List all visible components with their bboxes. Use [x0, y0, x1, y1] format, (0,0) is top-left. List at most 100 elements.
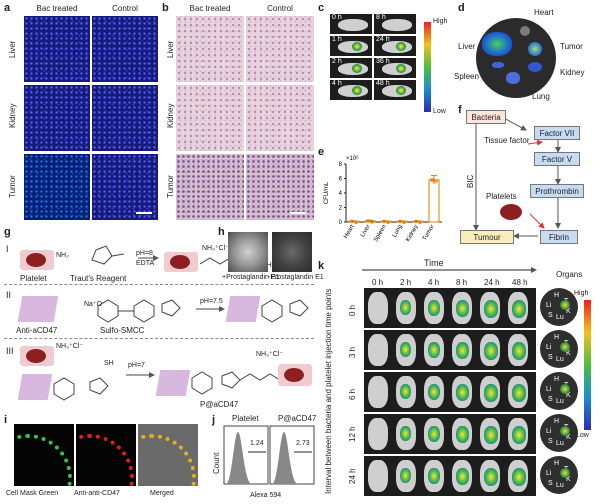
signal-spot — [400, 384, 411, 399]
na-label: Na⁺O⁻ — [84, 301, 106, 308]
flow-ylabel: Count — [212, 452, 221, 474]
signal-spot — [352, 42, 362, 51]
node-bacteria: Bacteria — [466, 110, 506, 124]
tumor-signal — [560, 468, 570, 478]
y-tick-label: 0 — [339, 220, 343, 226]
organ-letter: H — [554, 460, 560, 467]
ivis-mouse-image: 1 h — [330, 36, 372, 56]
organ-dish: HTLiKSLu — [540, 288, 578, 326]
platelet-icon — [500, 204, 522, 220]
smcc-structure — [97, 299, 181, 323]
flow-title-pacd47: P@aCD47 — [278, 414, 317, 423]
cfu-bar-chart: 0 2 4 6 8×10⁶ CFU/mL Heart Liver Spleen Lung Kidne… — [324, 155, 442, 243]
panel-a-row-kidney: Kidney — [8, 103, 17, 128]
organ-letter: K — [566, 308, 571, 315]
caption-green: Cell Mask Green — [6, 490, 59, 497]
fluorescence-image-kidney-bac — [24, 85, 90, 151]
panel-label-c: c — [318, 2, 325, 14]
caption-minus: -Prostaglandin E1 — [268, 274, 324, 281]
ivis-mouse-image: 48 h — [374, 80, 416, 100]
x-tick-label: Kidney — [405, 224, 419, 243]
he-image-tumor-control — [246, 154, 314, 220]
mouse-body — [382, 19, 412, 31]
label-liver: Liver — [458, 42, 476, 51]
flow-value-platelet: 1.24 — [250, 440, 264, 447]
fluorescence-image-tumor-bac — [24, 154, 90, 220]
tumor-signal — [560, 384, 570, 394]
organ-letter: Li — [546, 386, 552, 393]
mouse-body — [368, 460, 388, 492]
k-row-label: 6 h — [348, 388, 357, 400]
nh3cl-iii: NH₃⁺Cl⁻ — [56, 343, 83, 350]
ph-7: pH=7 — [128, 362, 145, 369]
antibody-block-conjugated — [155, 370, 191, 396]
antibody-block — [17, 374, 53, 400]
x-tick-label: Heart — [343, 224, 356, 240]
time-arrow — [362, 267, 537, 273]
k-column-label: 48 h — [512, 278, 528, 287]
signal-spot — [352, 86, 362, 95]
panel-label-f: f — [458, 104, 462, 116]
signal-spot — [484, 468, 498, 486]
mouse-body — [368, 334, 388, 366]
panel-b-col1: Bac treated — [189, 4, 231, 13]
k-mouse-row — [364, 456, 536, 496]
edta: EDTA — [136, 260, 155, 267]
x-tick-label: Spleen — [373, 224, 388, 243]
organ-letter: H — [554, 334, 560, 341]
time-label: 0 h — [332, 14, 342, 21]
organ-letter: H — [554, 418, 560, 425]
node-factor-v: Factor V — [534, 152, 580, 166]
organ-kidney — [528, 62, 542, 72]
x-tick-label: Liver — [360, 224, 372, 238]
panel-b-col2: Control — [267, 4, 293, 13]
data-point — [354, 220, 358, 224]
signal-spot — [512, 468, 526, 486]
signal-spot — [512, 426, 526, 444]
node-bic: BIC — [466, 174, 475, 188]
organ-letter: Lu — [556, 314, 564, 321]
signal-spot — [400, 426, 411, 441]
data-point — [350, 219, 354, 223]
signal-spot — [396, 86, 406, 95]
maleimide-structure — [261, 299, 309, 323]
organ-dish: HTLiKSLu — [540, 456, 578, 494]
data-point — [382, 219, 386, 223]
x-tick-label: Tumor — [422, 224, 436, 242]
ivis-mouse-image: 36 h — [374, 58, 416, 78]
organ-letter: K — [566, 350, 571, 357]
ivis-mouse-image: 2 h — [330, 58, 372, 78]
organ-letter: Li — [546, 470, 552, 477]
data-point — [398, 219, 402, 223]
organ-letter: Li — [546, 428, 552, 435]
colorbar-k-high: High — [574, 290, 589, 297]
label-lung: Lung — [532, 92, 550, 101]
panel-b-row-liver: Liver — [166, 40, 175, 58]
panel-label-d: d — [458, 2, 465, 14]
signal-spot — [512, 300, 526, 318]
node-prothrombin: Prothrombin — [530, 184, 584, 198]
panel-b-row-tumor: Tumor — [166, 175, 175, 198]
trauts-structure — [91, 245, 159, 265]
time-label: 2 h — [332, 58, 342, 65]
k-column-label: 0 h — [372, 278, 384, 287]
he-image-liver-control — [246, 16, 314, 82]
arrow-ii — [196, 306, 225, 312]
organ-tumor — [528, 42, 542, 56]
organ-letter: Lu — [556, 482, 564, 489]
organ-letter: Lu — [556, 440, 564, 447]
node-platelets: Platelets — [486, 192, 517, 201]
fluorescence-image-liver-control — [92, 16, 158, 82]
interval-label: Interval between bacteria and platelet i… — [324, 288, 333, 494]
data-point — [434, 179, 438, 183]
tem-image-minus — [272, 232, 312, 272]
signal-spot — [428, 384, 440, 400]
tem-image-plus — [228, 232, 268, 272]
time-header: Time — [424, 258, 444, 268]
signal-spot — [484, 426, 498, 444]
k-row-label: 12 h — [348, 426, 357, 442]
anti-acd47-label: Anti-aCD47 — [16, 326, 58, 335]
ivis-mouse-image: 4 h — [330, 80, 372, 100]
tumor-signal — [560, 300, 570, 310]
step-ii: II — [6, 290, 12, 300]
